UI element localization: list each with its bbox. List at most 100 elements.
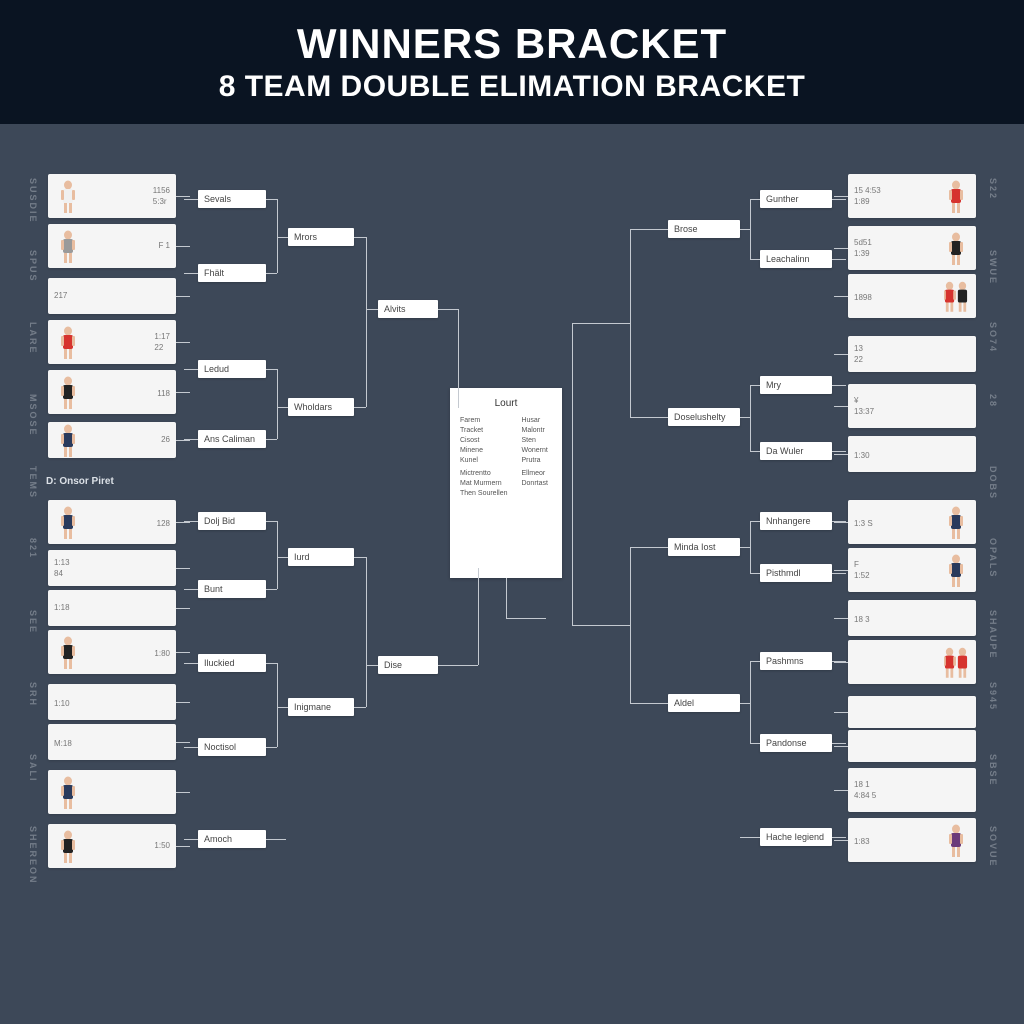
bracket-line: [184, 199, 198, 200]
bracket-slot: Wholdars: [288, 398, 354, 416]
player-avatar: [942, 643, 970, 681]
bracket-header: WINNERS BRACKET 8 TEAM DOUBLE ELIMATION …: [0, 0, 1024, 124]
score-block: 1:30: [854, 449, 870, 460]
bracket-line: [740, 547, 750, 548]
bracket-line: [176, 846, 190, 847]
bracket-line: [176, 196, 190, 197]
side-label: 821: [28, 538, 38, 559]
team-card: 1:30: [848, 436, 976, 472]
bracket-line: [750, 385, 751, 451]
team-card: 1:10: [48, 684, 176, 720]
score-block: F1:52: [854, 560, 870, 580]
player-avatar: [942, 821, 970, 859]
bracket-line: [266, 369, 277, 370]
bracket-line: [366, 665, 378, 666]
page-subtitle: 8 TEAM DOUBLE ELIMATION BRACKET: [0, 70, 1024, 104]
bracket-line: [176, 702, 190, 703]
team-card: ¥13:37: [848, 384, 976, 428]
score-block: 118: [157, 387, 170, 398]
bracket-line: [832, 837, 846, 838]
team-card: 1:50: [48, 824, 176, 868]
team-card: 1:1722: [48, 320, 176, 364]
player-avatar: [54, 373, 82, 411]
bracket-line: [750, 199, 751, 259]
bracket-line: [834, 522, 848, 523]
bracket-line: [834, 354, 848, 355]
group-label: D: Onsor Piret: [46, 476, 114, 487]
bracket-line: [176, 342, 190, 343]
score-block: 128: [157, 517, 170, 528]
bracket-slot: Ans Caliman: [198, 430, 266, 448]
bracket-line: [750, 521, 751, 573]
side-label: SPUS: [28, 250, 38, 283]
team-card: 1:83: [848, 818, 976, 862]
bracket-slot: Minda Iost: [668, 538, 740, 556]
player-avatar: [54, 177, 82, 215]
bracket-line: [834, 618, 848, 619]
bracket-slot: Aldel: [668, 694, 740, 712]
side-label: SOVUE: [988, 826, 998, 868]
score-block: 1:18: [54, 603, 70, 614]
center-col: FaremTracketCisostMineneKunelMictrenttoM…: [460, 417, 507, 497]
bracket-line: [592, 323, 630, 324]
team-card: 1:3 S: [848, 500, 976, 544]
side-label: SALI: [28, 754, 38, 783]
player-avatar: [942, 177, 970, 215]
player-avatar: [54, 503, 82, 541]
score-block: 5d511:39: [854, 238, 872, 258]
bracket-line: [176, 568, 190, 569]
bracket-line: [572, 625, 592, 626]
bracket-line: [834, 840, 848, 841]
score-block: ¥13:37: [854, 396, 874, 416]
team-card: 128: [48, 500, 176, 544]
team-card: 1898: [848, 274, 976, 318]
bracket-line: [184, 439, 198, 440]
bracket-line: [592, 625, 630, 626]
team-card: 26: [48, 422, 176, 458]
player-avatar: [942, 229, 970, 267]
bracket-line: [750, 661, 751, 743]
side-label: TEMS: [28, 466, 38, 499]
bracket-line: [834, 790, 848, 791]
side-label: MSOSE: [28, 394, 38, 437]
bracket-slot: Pashmns: [760, 652, 832, 670]
side-label: 28: [988, 394, 998, 408]
score-block: 1:50: [154, 841, 170, 852]
bracket-line: [266, 273, 277, 274]
player-avatar: [942, 503, 970, 541]
bracket-line: [478, 568, 479, 665]
bracket-line: [572, 323, 573, 625]
team-card: M:18: [48, 724, 176, 760]
bracket-slot: Amoch: [198, 830, 266, 848]
bracket-line: [834, 712, 848, 713]
team-card: 1322: [848, 336, 976, 372]
bracket-line: [176, 392, 190, 393]
bracket-line: [750, 573, 760, 574]
bracket-line: [832, 199, 846, 200]
page-title: WINNERS BRACKET: [0, 20, 1024, 68]
bracket-line: [834, 454, 848, 455]
bracket-slot: Hache Iegiend: [760, 828, 832, 846]
bracket-slot: Sevals: [198, 190, 266, 208]
bracket-slot: Iurd: [288, 548, 354, 566]
bracket-line: [740, 417, 750, 418]
bracket-line: [750, 385, 760, 386]
side-label: SEE: [28, 610, 38, 634]
bracket-slot: Dise: [378, 656, 438, 674]
side-label: S22: [988, 178, 998, 200]
bracket-slot: Bunt: [198, 580, 266, 598]
team-card: 15 4:531:89: [848, 174, 976, 218]
score-block: 26: [161, 435, 170, 446]
bracket-line: [750, 259, 760, 260]
bracket-line: [277, 707, 288, 708]
score-block: 18 14:84 5: [854, 780, 876, 800]
team-card: [848, 640, 976, 684]
player-avatar: [942, 277, 970, 315]
side-label: S945: [988, 682, 998, 711]
score-block: 1:3 S: [854, 517, 873, 528]
bracket-line: [354, 557, 366, 558]
bracket-canvas: 11565:3r F 1217 1:1722 118 26: [0, 124, 1024, 1024]
bracket-slot: Doselushelty: [668, 408, 740, 426]
bracket-line: [277, 369, 278, 439]
score-block: M:18: [54, 737, 72, 748]
